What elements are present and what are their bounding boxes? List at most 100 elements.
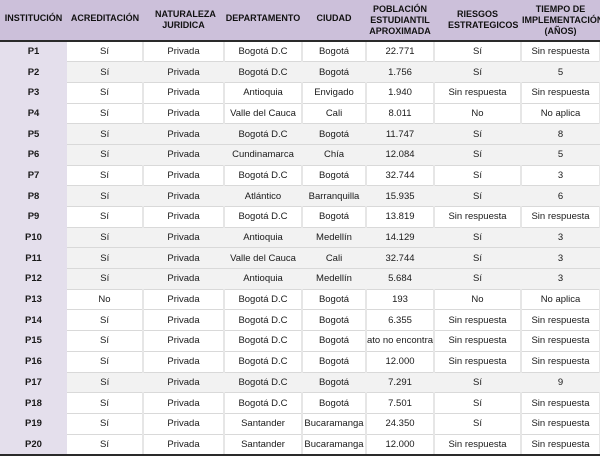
cell-tiempo: Sin respuesta bbox=[521, 206, 600, 228]
cell-acreditacion: Sí bbox=[67, 351, 144, 373]
cell-acreditacion: No bbox=[67, 289, 144, 311]
cell-naturaleza-juridica: Privada bbox=[143, 247, 225, 270]
cell-ciudad: Cali bbox=[302, 103, 367, 125]
table-row: P7 Sí Privada Bogotá D.C Bogotá 32.744 Sí 3 bbox=[0, 165, 600, 187]
cell-ciudad: Bogotá bbox=[302, 206, 367, 228]
cell-naturaleza-juridica: Privada bbox=[143, 392, 225, 414]
cell-departamento: Bogotá D.C bbox=[224, 289, 303, 311]
table-row: P4 Sí Privada Valle del Cauca Cali 8.011 No No … bbox=[0, 103, 600, 125]
cell-departamento: Bogotá D.C bbox=[224, 372, 303, 394]
cell-acreditacion: Sí bbox=[67, 372, 144, 394]
cell-poblacion: 32.744 bbox=[366, 165, 435, 187]
cell-naturaleza-juridica: Privada bbox=[143, 165, 225, 187]
cell-institucion: P19 bbox=[0, 413, 67, 435]
cell-poblacion: 15.935 bbox=[366, 185, 435, 207]
cell-poblacion: 11.747 bbox=[366, 123, 435, 145]
cell-institucion: P12 bbox=[0, 268, 67, 290]
cell-acreditacion: Sí bbox=[67, 227, 144, 249]
cell-acreditacion: Sí bbox=[67, 330, 144, 352]
table-row: P10 Sí Privada Antioquia Medellín 14.129 Sí 3 bbox=[0, 227, 600, 249]
cell-riesgos: Sin respuesta bbox=[434, 351, 522, 373]
header-naturaleza-juridica: NATURALEZA JURIDICA bbox=[143, 0, 224, 42]
cell-naturaleza-juridica: Privada bbox=[143, 351, 225, 373]
cell-ciudad: Bogotá bbox=[302, 61, 367, 83]
cell-ciudad: Bogotá bbox=[302, 392, 367, 414]
cell-poblacion: 12.084 bbox=[366, 144, 435, 166]
table-row: P5 Sí Privada Bogotá D.C Bogotá 11.747 Sí 8 bbox=[0, 123, 600, 145]
table-row: P9 Sí Privada Bogotá D.C Bogotá 13.819 Sin res… bbox=[0, 206, 600, 228]
cell-acreditacion: Sí bbox=[67, 41, 144, 63]
cell-riesgos: Sin respuesta bbox=[434, 82, 522, 104]
cell-institucion: P13 bbox=[0, 289, 67, 311]
cell-departamento: Antioquia bbox=[224, 268, 303, 290]
cell-departamento: Santander bbox=[224, 434, 303, 456]
cell-tiempo: 6 bbox=[521, 185, 600, 207]
cell-poblacion: 7.501 bbox=[366, 392, 435, 414]
cell-tiempo: Sin respuesta bbox=[521, 82, 600, 104]
cell-ciudad: Bogotá bbox=[302, 41, 367, 63]
cell-riesgos: Sin respuesta bbox=[434, 309, 522, 332]
cell-naturaleza-juridica: Privada bbox=[143, 61, 225, 83]
cell-departamento: Atlántico bbox=[224, 185, 303, 207]
cell-ciudad: Bogotá bbox=[302, 309, 367, 332]
cell-departamento: Bogotá D.C bbox=[224, 41, 303, 63]
table-row: P20 Sí Privada Santander Bucaramanga 12.000 Si… bbox=[0, 434, 600, 456]
cell-tiempo: 8 bbox=[521, 123, 600, 145]
table-row: P8 Sí Privada Atlántico Barranquilla 15.935 Sí… bbox=[0, 185, 600, 207]
cell-naturaleza-juridica: Privada bbox=[143, 185, 225, 207]
cell-poblacion: 14.129 bbox=[366, 227, 435, 249]
cell-ciudad: Bucaramanga bbox=[302, 434, 367, 456]
cell-ciudad: Bogotá bbox=[302, 289, 367, 311]
header-acreditacion: ACREDITACIÓN bbox=[67, 0, 143, 42]
cell-poblacion: 1.940 bbox=[366, 82, 435, 104]
header-institucion: INSTITUCIÓN bbox=[0, 0, 67, 42]
table-row: P19 Sí Privada Santander Bucaramanga 24.350 Sí… bbox=[0, 413, 600, 435]
cell-naturaleza-juridica: Privada bbox=[143, 206, 225, 228]
cell-ciudad: Envigado bbox=[302, 82, 367, 104]
cell-departamento: Santander bbox=[224, 413, 303, 435]
cell-tiempo: 3 bbox=[521, 165, 600, 187]
cell-ciudad: Chía bbox=[302, 144, 367, 166]
cell-tiempo: 3 bbox=[521, 227, 600, 249]
cell-riesgos: Sí bbox=[434, 268, 522, 290]
cell-tiempo: Sin respuesta bbox=[521, 330, 600, 352]
cell-riesgos: Sí bbox=[434, 61, 522, 83]
cell-institucion: P8 bbox=[0, 185, 67, 207]
cell-naturaleza-juridica: Privada bbox=[143, 144, 225, 166]
cell-poblacion: 8.011 bbox=[366, 103, 435, 125]
cell-tiempo: 3 bbox=[521, 268, 600, 290]
cell-departamento: Bogotá D.C bbox=[224, 330, 303, 352]
cell-institucion: P9 bbox=[0, 206, 67, 228]
cell-ciudad: Bogotá bbox=[302, 372, 367, 394]
cell-institucion: P1 bbox=[0, 41, 67, 63]
cell-naturaleza-juridica: Privada bbox=[143, 103, 225, 125]
header-row: INSTITUCIÓN ACREDITACIÓN NATURALEZA JURI… bbox=[0, 0, 600, 42]
cell-departamento: Bogotá D.C bbox=[224, 165, 303, 187]
table-row: P16 Sí Privada Bogotá D.C Bogotá 12.000 Sin re… bbox=[0, 351, 600, 373]
cell-naturaleza-juridica: Privada bbox=[143, 227, 225, 249]
cell-tiempo: 9 bbox=[521, 372, 600, 394]
cell-acreditacion: Sí bbox=[67, 247, 144, 270]
cell-departamento: Valle del Cauca bbox=[224, 247, 303, 270]
cell-ciudad: Barranquilla bbox=[302, 185, 367, 207]
cell-departamento: Bogotá D.C bbox=[224, 309, 303, 332]
cell-riesgos: Sí bbox=[434, 227, 522, 249]
cell-poblacion: 12.000 bbox=[366, 351, 435, 373]
cell-riesgos: Sin respuesta bbox=[434, 434, 522, 456]
cell-riesgos: Sin respuesta bbox=[434, 206, 522, 228]
table-row: P2 Sí Privada Bogotá D.C Bogotá 1.756 Sí 5 bbox=[0, 61, 600, 83]
cell-ciudad: Bogotá bbox=[302, 123, 367, 145]
cell-poblacion: 6.355 bbox=[366, 309, 435, 332]
cell-acreditacion: Sí bbox=[67, 413, 144, 435]
cell-ciudad: Bogotá bbox=[302, 165, 367, 187]
cell-riesgos: Sí bbox=[434, 413, 522, 435]
cell-tiempo: No aplica bbox=[521, 289, 600, 311]
cell-acreditacion: Sí bbox=[67, 206, 144, 228]
table-body: P1 Sí Privada Bogotá D.C Bogotá 22.771 Sí Sin r… bbox=[0, 41, 600, 456]
cell-institucion: P7 bbox=[0, 165, 67, 187]
cell-riesgos: Sí bbox=[434, 165, 522, 187]
cell-departamento: Valle del Cauca bbox=[224, 103, 303, 125]
table-row: P17 Sí Privada Bogotá D.C Bogotá 7.291 Sí 9 bbox=[0, 372, 600, 394]
cell-acreditacion: Sí bbox=[67, 434, 144, 456]
